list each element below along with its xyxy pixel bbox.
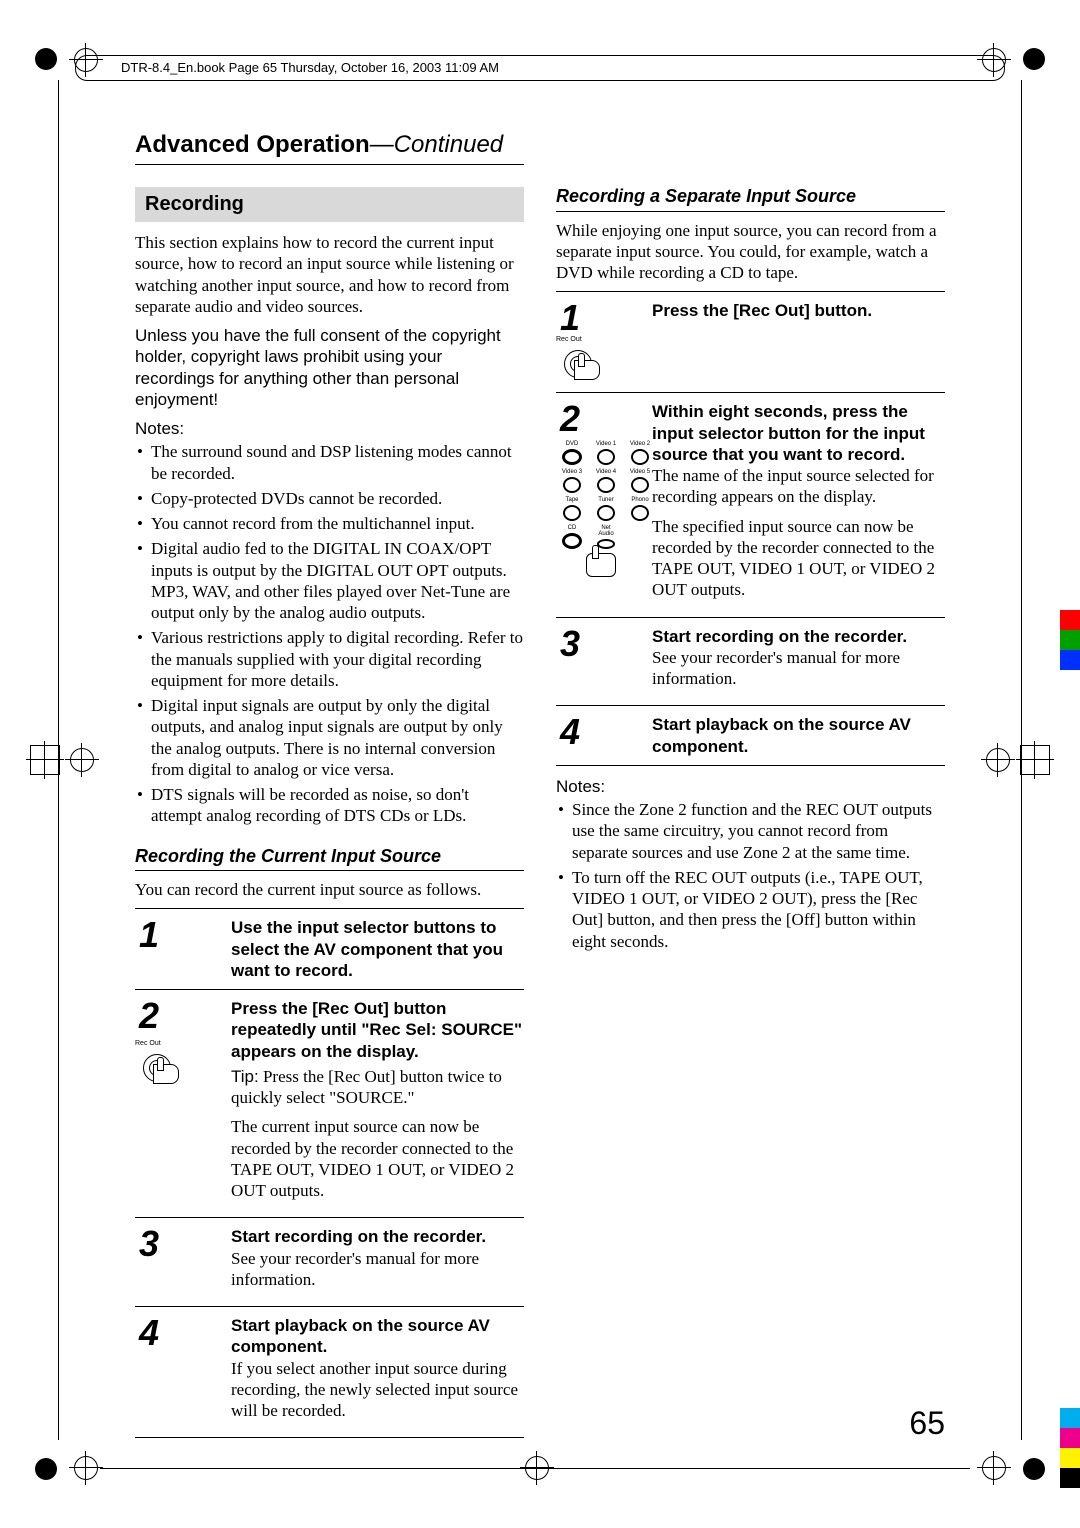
printer-mark-bullet-icon xyxy=(1023,1458,1045,1480)
printer-mark-register-icon xyxy=(1020,745,1050,775)
notes-list: Since the Zone 2 function and the REC OU… xyxy=(556,799,945,952)
left-column: Advanced Operation—Continued Recording T… xyxy=(135,130,524,1398)
step-row: 1 Rec Out Press the [Rec Out] button. xyxy=(556,292,945,392)
printer-mark-cross-icon xyxy=(74,1456,98,1480)
step-number: 4 xyxy=(556,714,652,757)
step-number: 4 xyxy=(135,1315,231,1429)
printer-mark-cross-icon xyxy=(70,748,94,772)
sel-label: Phono xyxy=(631,497,648,503)
step-body-text: The name of the input source selected fo… xyxy=(652,465,945,508)
step-row: 3 Start recording on the recorder. See y… xyxy=(135,1217,524,1306)
step-tip: Tip: Press the [Rec Out] button twice to… xyxy=(231,1066,524,1109)
rec-out-button-icon: Rec Out xyxy=(560,336,600,378)
step-row: 2 DVD Video 1 Video 2 Video 3 Video 4 Vi… xyxy=(556,392,945,616)
note-item: Digital input signals are output by only… xyxy=(135,695,524,780)
sel-label: Video 2 xyxy=(630,441,650,447)
step-lead: Use the input selector buttons to select… xyxy=(231,917,524,981)
step-lead: Start recording on the recorder. xyxy=(652,626,945,647)
step-lead: Press the [Rec Out] button. xyxy=(652,300,945,321)
step-lead: Within eight seconds, press the input se… xyxy=(652,401,945,465)
note-item: The surround sound and DSP listening mod… xyxy=(135,441,524,484)
step-lead: Start playback on the source AV componen… xyxy=(231,1315,524,1358)
chapter-title-text: Advanced Operation xyxy=(135,131,370,158)
step-number: 1 xyxy=(135,917,231,981)
printer-mark-line xyxy=(100,1468,970,1469)
rec-out-button-icon: Rec Out xyxy=(139,1040,179,1082)
printer-mark-cross-icon xyxy=(986,748,1010,772)
step-body-text: See your recorder's manual for more info… xyxy=(652,647,945,690)
right-column: Recording a Separate Input Source While … xyxy=(556,130,945,1398)
subsection-intro: While enjoying one input source, you can… xyxy=(556,220,945,284)
step-row: 4 Start playback on the source AV compon… xyxy=(135,1306,524,1437)
step-row: 3 Start recording on the recorder. See y… xyxy=(556,617,945,706)
notes-label: Notes: xyxy=(135,418,524,439)
color-swatch-cmyk xyxy=(1060,1408,1080,1488)
step-number: 2 Rec Out xyxy=(135,998,231,1209)
subsection-title: Recording the Current Input Source xyxy=(135,845,524,872)
step-number: 3 xyxy=(556,626,652,698)
page-content: Advanced Operation—Continued Recording T… xyxy=(135,130,945,1398)
chapter-continued: —Continued xyxy=(370,131,503,158)
step-body-text: If you select another input source durin… xyxy=(231,1358,524,1422)
tip-text: Press the [Rec Out] button twice to quic… xyxy=(231,1067,502,1107)
step-body-text: The specified input source can now be re… xyxy=(652,516,945,601)
page-number: 65 xyxy=(909,1403,945,1443)
step-row: 1 Use the input selector buttons to sele… xyxy=(135,909,524,989)
input-selector-grid-icon: DVD Video 1 Video 2 Video 3 Video 4 Vide… xyxy=(560,441,652,549)
sel-label: DVD xyxy=(566,441,579,447)
note-item: DTS signals will be recorded as noise, s… xyxy=(135,784,524,827)
printer-mark-cross-icon xyxy=(525,1456,549,1480)
note-item: Copy-protected DVDs cannot be recorded. xyxy=(135,488,524,509)
note-item: Various restrictions apply to digital re… xyxy=(135,627,524,691)
printer-mark-bullet-icon xyxy=(35,1458,57,1480)
sel-label: Tuner xyxy=(598,497,613,503)
notes-list: The surround sound and DSP listening mod… xyxy=(135,441,524,826)
color-swatch-rgb xyxy=(1060,610,1080,670)
step-number: 2 DVD Video 1 Video 2 Video 3 Video 4 Vi… xyxy=(556,401,652,608)
rec-out-label: Rec Out xyxy=(556,336,582,343)
note-item: You cannot record from the multichannel … xyxy=(135,513,524,534)
step-number: 1 Rec Out xyxy=(556,300,652,384)
subsection-title: Recording a Separate Input Source xyxy=(556,185,945,212)
sel-label: Video 1 xyxy=(596,441,616,447)
printer-mark-bullet-icon xyxy=(1023,48,1045,70)
printer-mark-register-icon xyxy=(30,745,60,775)
sel-label: Net Audio xyxy=(594,525,618,537)
sel-label: Video 3 xyxy=(562,469,582,475)
step-lead: Start recording on the recorder. xyxy=(231,1226,524,1247)
step-body-text: See your recorder's manual for more info… xyxy=(231,1248,524,1291)
step-row: 2 Rec Out Press the [Rec Out] button rep… xyxy=(135,989,524,1217)
step-lead: Press the [Rec Out] button repeatedly un… xyxy=(231,998,524,1062)
step-number: 3 xyxy=(135,1226,231,1298)
printer-mark-cross-icon xyxy=(982,1456,1006,1480)
sel-label: Tape xyxy=(565,497,578,503)
rec-out-label: Rec Out xyxy=(135,1040,161,1047)
page-frame-header-text: DTR-8.4_En.book Page 65 Thursday, Octobe… xyxy=(121,60,499,76)
steps-box: 1 Use the input selector buttons to sele… xyxy=(135,908,524,1438)
step-lead: Start playback on the source AV componen… xyxy=(652,714,945,757)
section-title: Recording xyxy=(135,187,524,222)
notes-label: Notes: xyxy=(556,776,945,797)
printer-mark-line xyxy=(58,80,59,1440)
page-frame-header: DTR-8.4_En.book Page 65 Thursday, Octobe… xyxy=(75,55,1005,81)
tip-label: Tip: xyxy=(231,1067,259,1086)
intro-text: This section explains how to record the … xyxy=(135,232,524,317)
steps-box: 1 Rec Out Press the [Rec Out] button. 2 … xyxy=(556,291,945,766)
subsection-intro: You can record the current input source … xyxy=(135,879,524,900)
printer-mark-line xyxy=(1021,80,1022,1440)
step-body-text: The current input source can now be reco… xyxy=(231,1116,524,1201)
step-row: 4 Start playback on the source AV compon… xyxy=(556,705,945,765)
chapter-title: Advanced Operation—Continued xyxy=(135,130,524,165)
note-item: Since the Zone 2 function and the REC OU… xyxy=(556,799,945,863)
sel-label: CD xyxy=(568,525,577,531)
sel-label: Video 5 xyxy=(630,469,650,475)
legal-text: Unless you have the full consent of the … xyxy=(135,325,524,410)
note-item: To turn off the REC OUT outputs (i.e., T… xyxy=(556,867,945,952)
printer-mark-bullet-icon xyxy=(35,48,57,70)
note-item: Digital audio fed to the DIGITAL IN COAX… xyxy=(135,538,524,623)
hand-pointer-icon xyxy=(586,553,616,577)
sel-label: Video 4 xyxy=(596,469,616,475)
